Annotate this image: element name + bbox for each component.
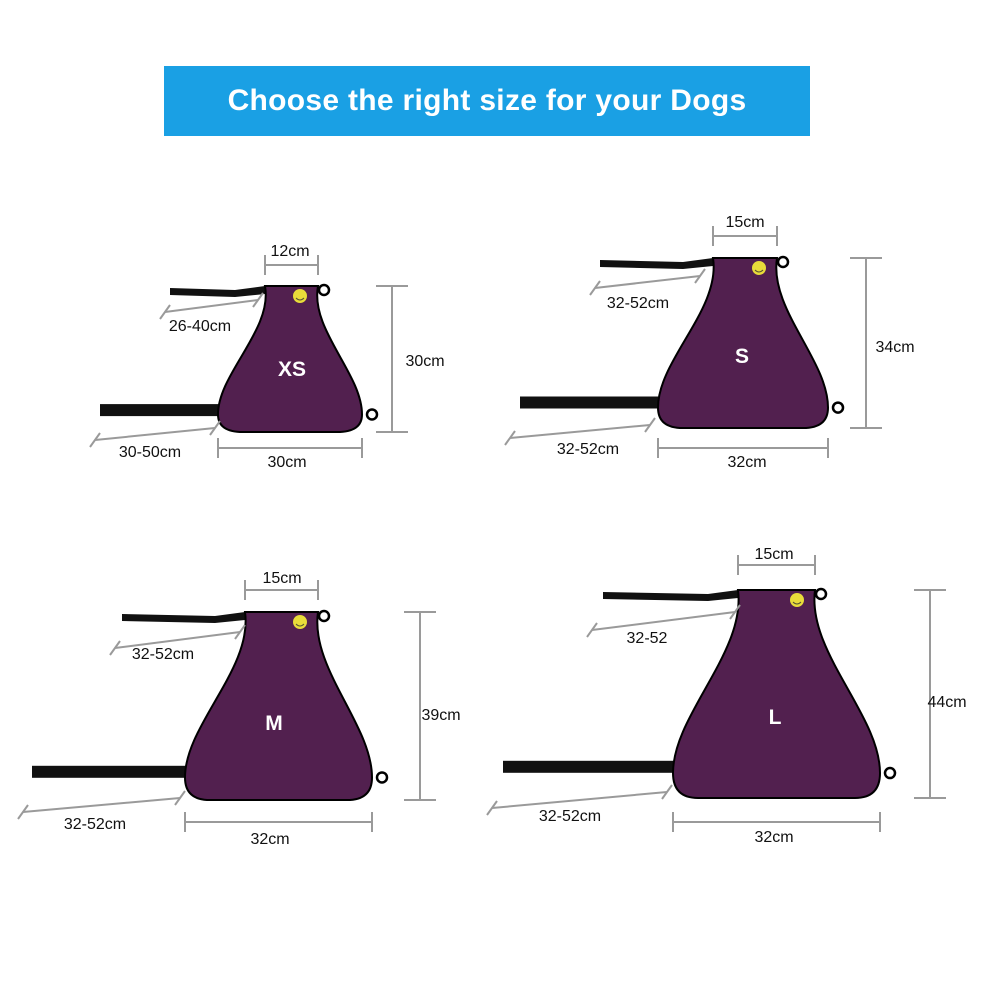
top-strap-label: 32-52cm bbox=[607, 295, 669, 312]
size-panel-xs: XS 30cm 12cm 30cm 26-40cm 30-50cm bbox=[89, 243, 445, 471]
top-strap-label: 26-40cm bbox=[169, 318, 231, 335]
d-ring-icon bbox=[375, 771, 389, 784]
smiley-mouth bbox=[754, 269, 764, 273]
top-strap bbox=[600, 258, 713, 269]
top-strap-dimension-tick bbox=[729, 604, 741, 620]
d-ring-icon bbox=[776, 255, 790, 269]
neck-width-label: 15cm bbox=[262, 570, 301, 587]
d-ring-icon bbox=[883, 766, 897, 780]
bottom-width-label: 30cm bbox=[267, 454, 306, 471]
bottom-strap-label: 30-50cm bbox=[119, 444, 181, 461]
bottom-strap-dimension-tick bbox=[486, 800, 498, 816]
smiley-face bbox=[293, 615, 307, 629]
top-strap-dimension-line bbox=[114, 631, 241, 649]
top-strap-dimension-line bbox=[591, 611, 736, 631]
smiley-face bbox=[752, 261, 766, 275]
bottom-strap-dimension-tick bbox=[661, 784, 673, 800]
bottom-strap-label: 32-52cm bbox=[539, 808, 601, 825]
top-strap bbox=[603, 590, 738, 601]
top-strap-dimension-line bbox=[164, 299, 259, 313]
top-strap-dimension-tick bbox=[109, 640, 121, 656]
top-strap-dimension-tick bbox=[694, 268, 706, 284]
d-ring-icon bbox=[831, 401, 845, 414]
size-label: M bbox=[265, 712, 283, 735]
bottom-strap-dimension-line bbox=[491, 791, 668, 809]
height-label: 44cm bbox=[927, 694, 966, 711]
smiley-face bbox=[293, 289, 307, 303]
neck-width-label: 15cm bbox=[725, 214, 764, 231]
d-ring-icon bbox=[317, 609, 331, 623]
top-strap-dimension-tick bbox=[159, 304, 171, 320]
top-strap-dimension-tick bbox=[252, 292, 264, 308]
smiley-mouth bbox=[295, 623, 305, 627]
bottom-strap-dimension-tick bbox=[504, 430, 516, 446]
bottom-strap-dimension-line bbox=[22, 797, 181, 813]
size-label: S bbox=[735, 345, 749, 368]
smiley-face bbox=[790, 593, 804, 607]
bottom-strap-dimension-tick bbox=[209, 420, 221, 436]
d-ring-icon bbox=[365, 408, 379, 421]
bottom-strap-label: 32-52cm bbox=[557, 441, 619, 458]
bottom-strap-label: 32-52cm bbox=[64, 816, 126, 833]
d-ring-icon bbox=[317, 283, 331, 297]
size-label: XS bbox=[278, 358, 306, 381]
harness-body bbox=[671, 589, 882, 799]
top-strap bbox=[122, 612, 245, 623]
height-label: 39cm bbox=[421, 707, 460, 724]
bottom-strap bbox=[32, 765, 195, 778]
height-label: 30cm bbox=[405, 353, 444, 370]
size-panel-l: L 44cm 15cm 32cm 32-52 32-52cm bbox=[486, 546, 967, 846]
bottom-strap-dimension-tick bbox=[17, 804, 29, 820]
smiley-mouth bbox=[792, 601, 802, 605]
top-strap-dimension-tick bbox=[589, 280, 601, 296]
title: Choose the right size for your Dogs bbox=[227, 84, 747, 117]
top-strap-label: 32-52cm bbox=[132, 646, 194, 663]
bottom-strap-dimension-tick bbox=[89, 432, 101, 448]
smiley-mouth bbox=[295, 297, 305, 301]
top-strap-dimension-line bbox=[594, 275, 701, 289]
harness-body bbox=[656, 257, 830, 429]
harness-body bbox=[183, 611, 374, 801]
bottom-width-label: 32cm bbox=[250, 831, 289, 848]
bottom-strap bbox=[503, 760, 683, 773]
bottom-strap-dimension-tick bbox=[174, 790, 186, 806]
d-ring-icon bbox=[814, 587, 828, 601]
bottom-strap-dimension-line bbox=[94, 427, 216, 441]
bottom-width-label: 32cm bbox=[727, 454, 766, 471]
smiley-icon bbox=[293, 289, 307, 303]
harness-body bbox=[216, 285, 364, 433]
bottom-strap bbox=[100, 404, 228, 417]
smiley-icon bbox=[752, 261, 766, 275]
top-strap bbox=[170, 286, 265, 297]
bottom-strap-dimension-line bbox=[509, 424, 651, 439]
height-label: 34cm bbox=[875, 339, 914, 356]
bottom-strap bbox=[520, 396, 668, 409]
smiley-icon bbox=[790, 593, 804, 607]
neck-width-label: 12cm bbox=[270, 243, 309, 260]
smiley-icon bbox=[293, 615, 307, 629]
title-banner: Choose the right size for your Dogs bbox=[164, 66, 810, 136]
top-strap-dimension-tick bbox=[234, 624, 246, 640]
bottom-width-label: 32cm bbox=[754, 829, 793, 846]
size-label: L bbox=[769, 706, 782, 729]
neck-width-label: 15cm bbox=[754, 546, 793, 563]
top-strap-label: 32-52 bbox=[627, 630, 668, 647]
size-panel-m: M 39cm 15cm 32cm 32-52cm 32-52cm bbox=[17, 570, 461, 848]
size-panel-s: S 34cm 15cm 32cm 32-52cm 32-52cm bbox=[504, 214, 915, 471]
bottom-strap-dimension-tick bbox=[644, 417, 656, 433]
top-strap-dimension-tick bbox=[586, 622, 598, 638]
